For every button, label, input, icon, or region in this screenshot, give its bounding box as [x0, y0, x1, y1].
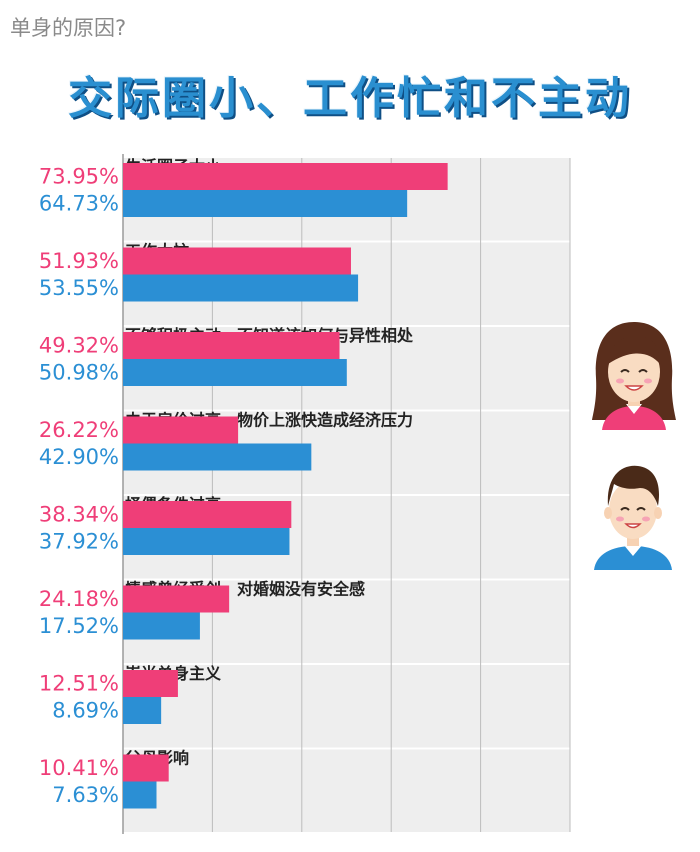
male-bar	[123, 190, 408, 217]
female-value-label: 12.51%	[39, 672, 119, 696]
female-bar	[123, 247, 351, 275]
male-bar	[123, 612, 200, 640]
female-value-label: 10.41%	[39, 756, 119, 780]
female-value-label: 51.93%	[39, 249, 119, 273]
male-bar	[123, 443, 312, 471]
female-avatar-icon	[592, 322, 676, 430]
female-value-label: 26.22%	[39, 418, 119, 442]
female-value-label: 38.34%	[39, 503, 119, 527]
male-value-label: 8.69%	[52, 699, 119, 723]
female-bar	[123, 501, 292, 528]
male-value-label: 42.90%	[39, 445, 119, 469]
female-value-label: 49.32%	[39, 334, 119, 358]
female-bar	[123, 754, 169, 782]
male-avatar-icon	[594, 465, 672, 570]
male-value-label: 7.63%	[52, 783, 119, 807]
page-subtitle: 单身的原因?	[10, 16, 127, 40]
male-value-label: 64.73%	[39, 192, 119, 216]
male-value-label: 53.55%	[39, 276, 119, 300]
male-bar	[123, 359, 347, 386]
female-value-label: 24.18%	[39, 587, 119, 611]
female-bar	[123, 670, 178, 697]
male-value-label: 50.98%	[39, 361, 119, 385]
female-value-label: 73.95%	[39, 165, 119, 189]
female-bar	[123, 163, 448, 190]
female-bar	[123, 416, 239, 444]
page-title: 交际圈小、工作忙和不主动	[68, 73, 632, 124]
category-band	[123, 665, 570, 748]
category-band	[123, 749, 570, 832]
female-bar	[123, 332, 340, 359]
male-bar	[123, 781, 157, 809]
male-value-label: 17.52%	[39, 614, 119, 638]
female-bar	[123, 585, 230, 613]
male-bar	[123, 697, 162, 724]
male-value-label: 37.92%	[39, 530, 119, 554]
male-bar	[123, 274, 359, 302]
male-bar	[123, 528, 290, 555]
